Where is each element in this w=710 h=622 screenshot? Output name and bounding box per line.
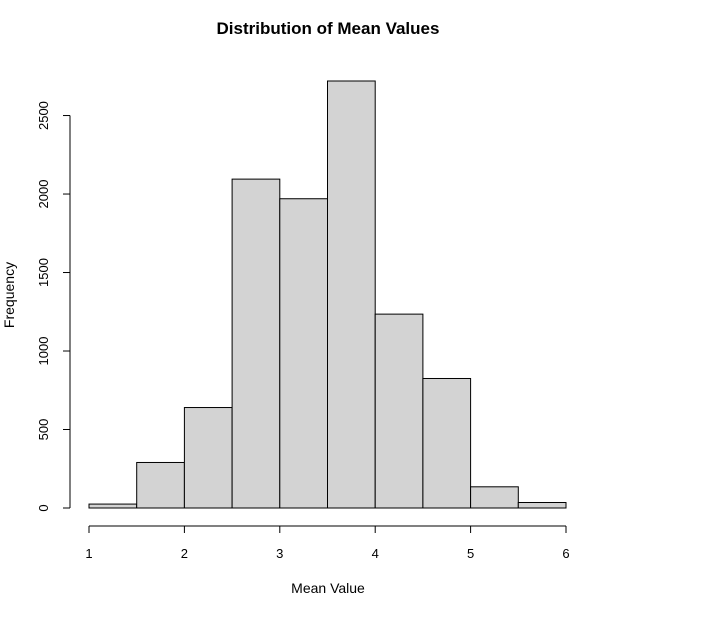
histogram-bar (374, 313, 424, 509)
x-tick-label: 1 (85, 546, 92, 561)
bars-group (88, 80, 567, 509)
histogram-bar (422, 377, 472, 509)
chart-title: Distribution of Mean Values (217, 19, 440, 38)
x-tick-label: 2 (181, 546, 188, 561)
y-tick-label: 500 (36, 419, 51, 441)
histogram-bar (136, 461, 185, 509)
y-tick-label: 2500 (36, 101, 51, 130)
histogram-bar (88, 503, 138, 509)
x-tick-label: 6 (562, 546, 569, 561)
x-tick-label: 3 (276, 546, 283, 561)
histogram-bar (279, 198, 328, 509)
histogram-bar (327, 80, 376, 509)
y-tick-label: 1000 (36, 337, 51, 366)
histogram-bar (231, 178, 281, 509)
y-tick-label: 0 (36, 504, 51, 511)
histogram-bar (470, 486, 519, 509)
y-axis-label: Frequency (1, 262, 17, 328)
x-tick-label: 4 (372, 546, 379, 561)
y-tick-label: 2000 (36, 180, 51, 209)
histogram-bar (183, 407, 233, 509)
x-axis-label: Mean Value (291, 580, 365, 596)
histogram-bar (517, 502, 567, 509)
x-tick-label: 5 (467, 546, 474, 561)
y-tick-label: 1500 (36, 258, 51, 287)
y-axis: 0 500 1000 1500 2000 2500 (36, 101, 71, 512)
x-axis: 1 2 3 4 5 6 (85, 525, 570, 561)
